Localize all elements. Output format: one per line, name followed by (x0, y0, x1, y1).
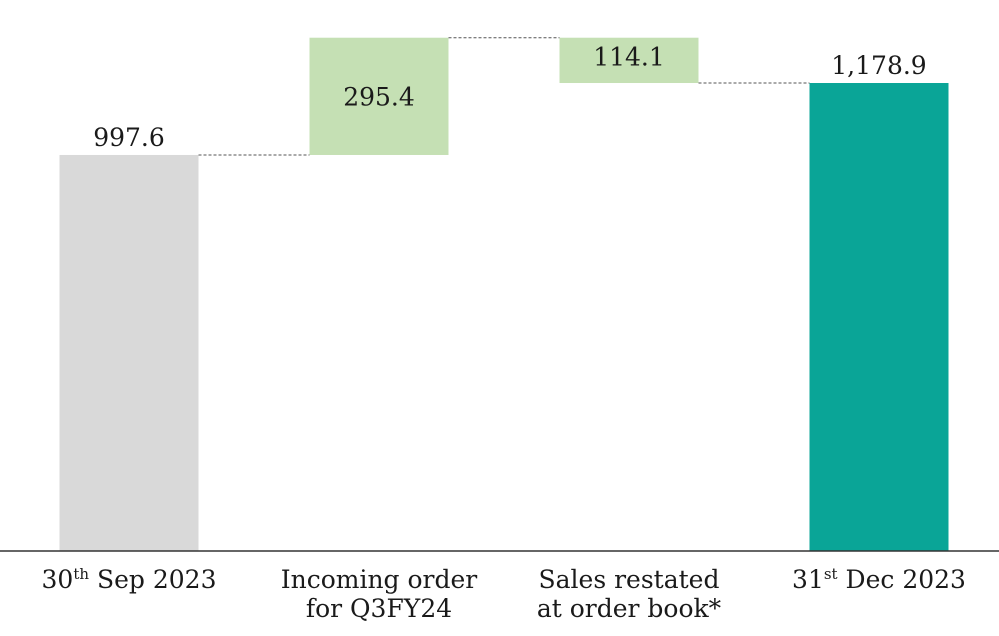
bar-0 (60, 155, 199, 551)
category-label-2: Sales restated at order book* (529, 565, 729, 623)
category-label-1: Incoming order for Q3FY24 (279, 565, 479, 623)
bar-3 (810, 83, 949, 551)
category-label-3: 31st Dec 2023 (779, 565, 979, 594)
category-label-0: 30th Sep 2023 (29, 565, 229, 594)
value-label-0: 997.6 (93, 123, 165, 152)
value-label-3: 1,178.9 (831, 51, 926, 80)
value-label-2: 114.1 (593, 43, 665, 72)
value-label-1: 295.4 (343, 82, 415, 111)
